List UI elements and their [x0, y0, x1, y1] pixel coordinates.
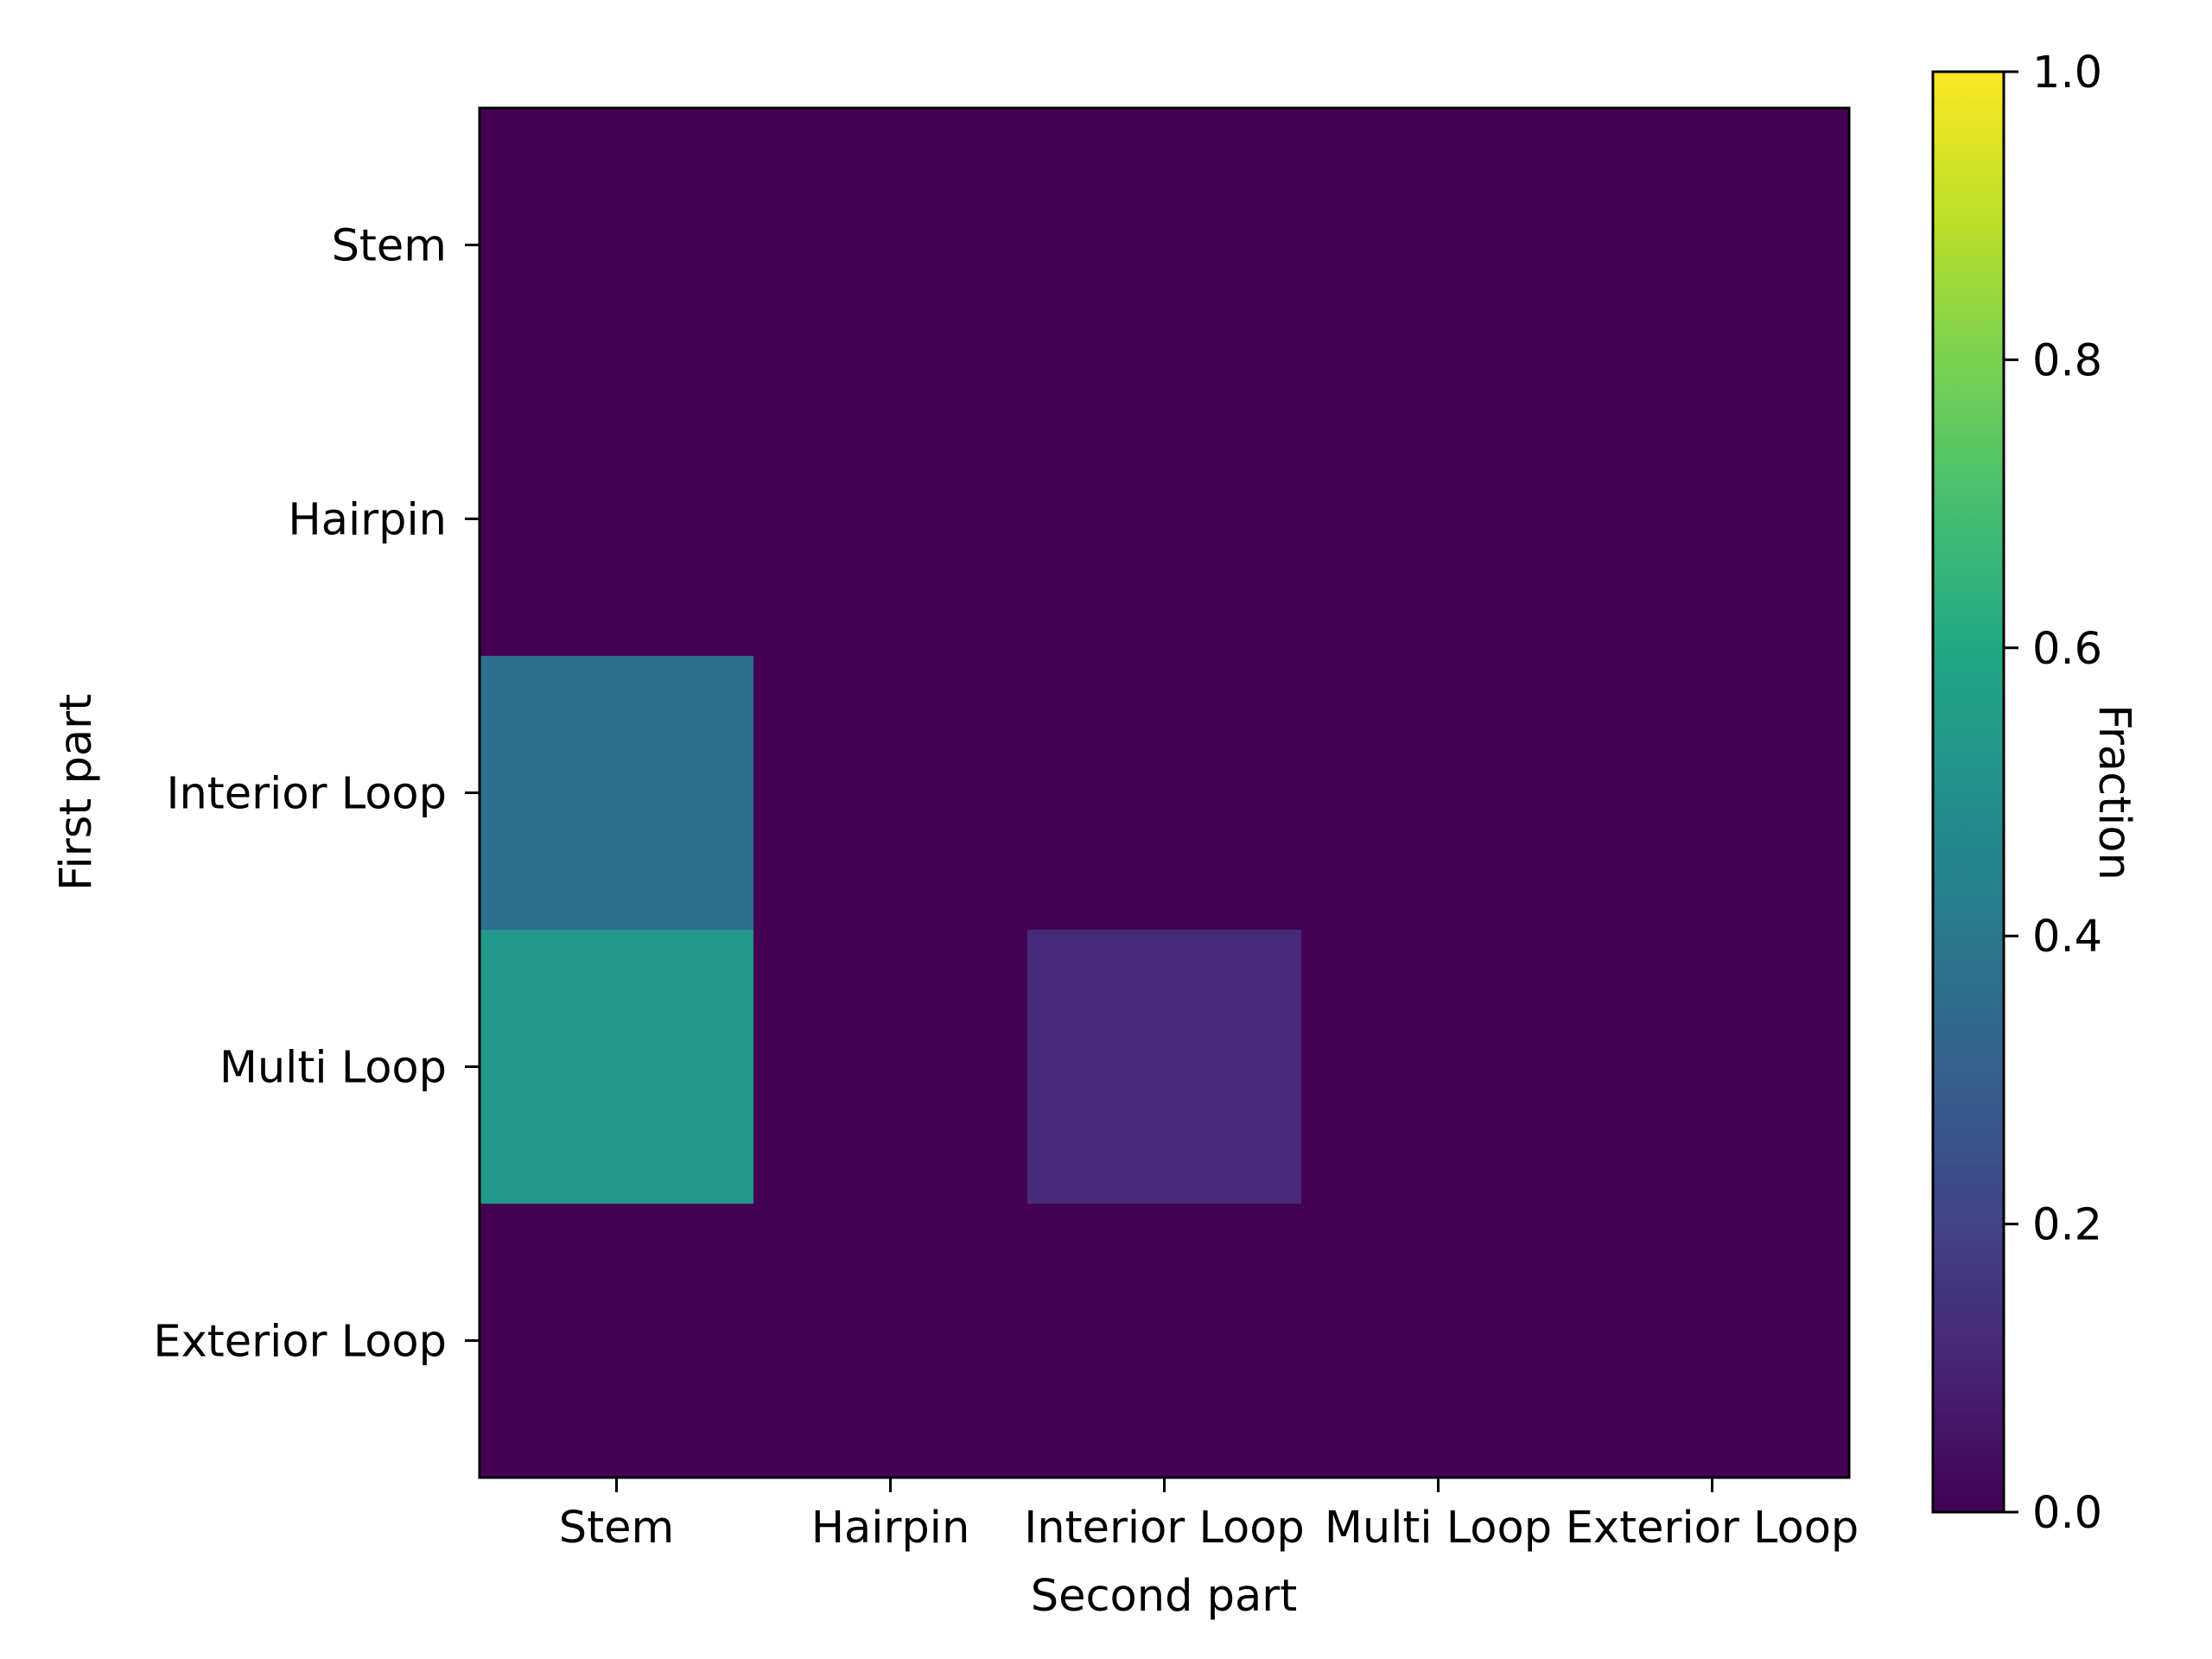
heatmap-cell [1027, 656, 1302, 931]
x-tick-label: Interior Loop [1024, 1503, 1305, 1554]
heatmap-cell [1575, 1204, 1850, 1478]
heatmap-cell [1575, 930, 1850, 1205]
heatmap-cell [480, 108, 754, 383]
heatmap-cell [1575, 656, 1850, 931]
colorbar-tick-label: 0.0 [2032, 1488, 2102, 1539]
heatmap-cell [1575, 382, 1850, 657]
x-tick-label: Stem [559, 1503, 674, 1554]
x-tick-label: Exterior Loop [1566, 1503, 1859, 1554]
heatmap-cell [1027, 382, 1302, 657]
x-tick-label: Multi Loop [1325, 1503, 1552, 1554]
heatmap-cell [753, 382, 1028, 657]
x-axis-ticks: Stem Hairpin Interior Loop Multi Loop Exteri… [559, 1478, 1859, 1554]
colorbar-tick-label: 0.8 [2032, 335, 2102, 386]
x-tick-label: Hairpin [811, 1503, 970, 1554]
y-tick-label: Exterior Loop [153, 1317, 447, 1368]
heatmap-cell [753, 930, 1028, 1205]
heatmap-cells [480, 108, 1850, 1478]
heatmap-cell [1575, 108, 1850, 383]
colorbar-tick-label: 0.4 [2032, 912, 2102, 963]
heatmap-cell [1301, 656, 1576, 931]
heatmap-cell [1027, 930, 1302, 1205]
colorbar-label: Fraction [2088, 704, 2139, 880]
heatmap-cell [480, 1204, 754, 1478]
y-axis-label: First part [51, 694, 102, 891]
heatmap-cell [1027, 108, 1302, 383]
heatmap-cell [753, 1204, 1028, 1478]
colorbar-tick-label: 1.0 [2032, 48, 2102, 99]
heatmap-cell [1301, 382, 1576, 657]
heatmap-cell [1027, 1204, 1302, 1478]
colorbar-tick-label: 0.2 [2032, 1200, 2102, 1251]
y-tick-label: Hairpin [288, 495, 447, 546]
colorbar [1931, 70, 2005, 1514]
heatmap-cell [1301, 108, 1576, 383]
x-axis-label: Second part [1031, 1571, 1298, 1622]
heatmap-cell [753, 108, 1028, 383]
y-tick-label: Stem [332, 221, 447, 272]
heatmap-cell [1301, 930, 1576, 1205]
y-tick-label: Interior Loop [166, 769, 447, 820]
heatmap-cell [480, 656, 754, 931]
y-tick-label: Multi Loop [219, 1043, 447, 1094]
heatmap-cell [753, 656, 1028, 931]
heatmap-cell [480, 930, 754, 1205]
colorbar-ticks: 0.0 0.2 0.4 0.6 0.8 1.0 [2004, 48, 2102, 1539]
heatmap-cell [480, 382, 754, 657]
heatmap-cell [1301, 1204, 1576, 1478]
colorbar-tick-label: 0.6 [2032, 624, 2102, 675]
y-axis-ticks: Stem Hairpin Interior Loop Multi Loop Exteri… [153, 221, 480, 1368]
